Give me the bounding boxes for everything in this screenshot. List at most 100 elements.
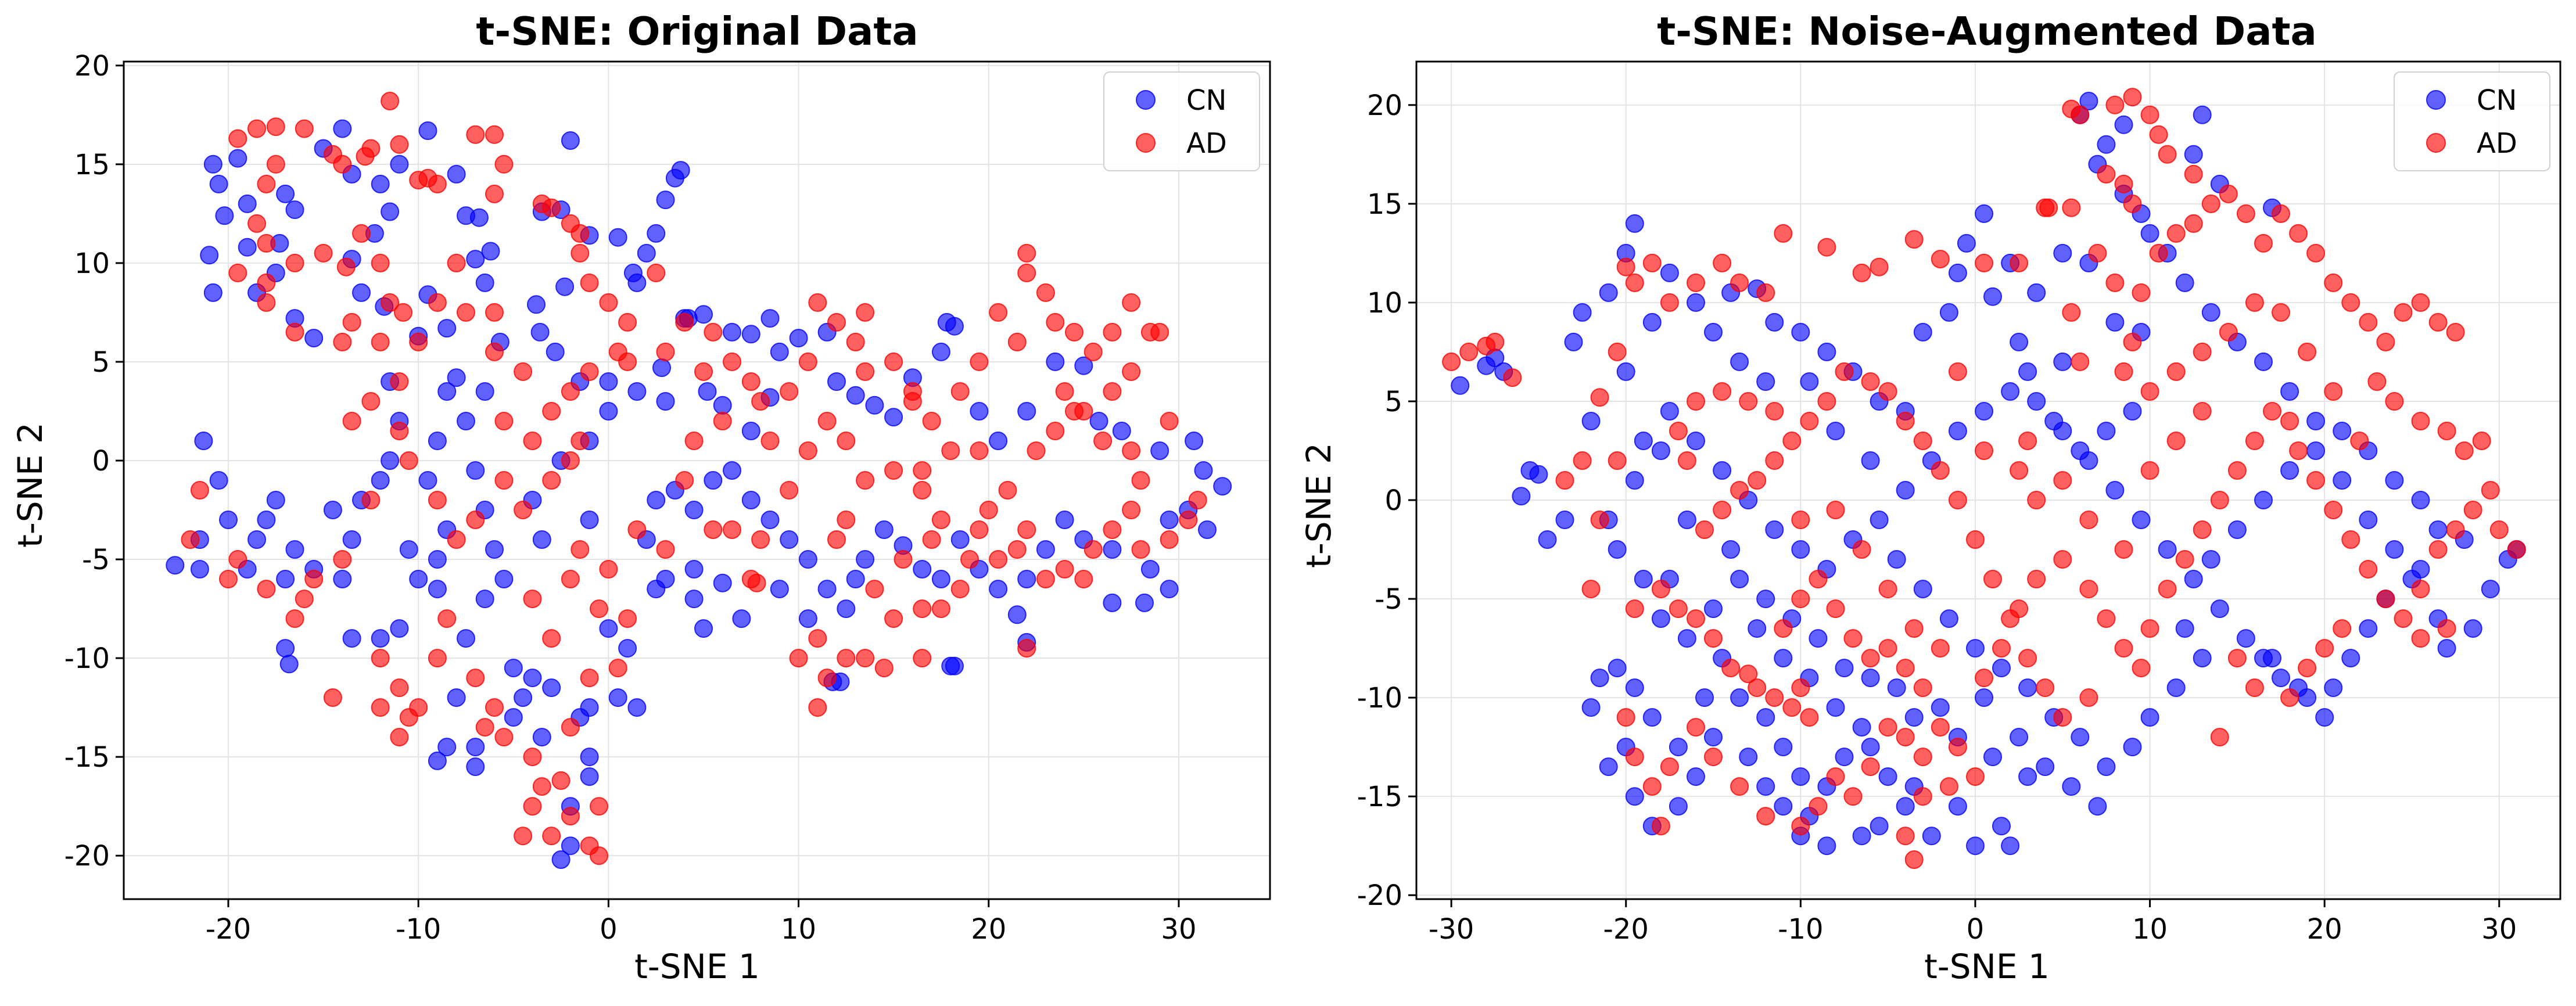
data-point-ad xyxy=(1160,530,1179,549)
data-point-ad xyxy=(1017,263,1036,282)
data-point-ad xyxy=(1660,293,1679,312)
data-point-ad xyxy=(2088,243,2107,263)
data-point-ad xyxy=(2027,491,2046,509)
data-point-ad xyxy=(1739,664,1758,684)
data-point-cn xyxy=(561,836,580,856)
data-point-cn xyxy=(1966,836,1985,856)
data-point-ad xyxy=(447,253,466,272)
data-point-cn xyxy=(1103,593,1122,612)
data-point-ad xyxy=(723,352,741,371)
data-point-ad xyxy=(2455,441,2474,460)
data-point-cn xyxy=(342,629,361,648)
data-point-cn xyxy=(1704,599,1723,619)
data-point-cn xyxy=(200,246,219,265)
data-point-cn xyxy=(247,530,266,549)
data-point-cn xyxy=(1581,698,1601,717)
data-point-cn xyxy=(2333,471,2352,490)
data-point-ad xyxy=(1748,678,1767,698)
data-point-cn xyxy=(1774,797,1793,816)
data-point-ad xyxy=(409,332,428,351)
data-point-ad xyxy=(485,342,504,361)
data-point-ad xyxy=(1704,748,1723,767)
data-point-cn xyxy=(704,471,723,490)
data-point-ad xyxy=(2315,639,2334,658)
data-point-ad xyxy=(913,599,932,619)
data-point-ad xyxy=(2272,204,2290,223)
data-point-cn xyxy=(279,655,299,674)
data-point-ad xyxy=(181,530,200,549)
data-point-ad xyxy=(2324,382,2343,401)
data-point-cn xyxy=(1975,402,1993,421)
data-point-cn xyxy=(856,550,875,569)
data-point-cn xyxy=(827,372,846,391)
data-point-ad xyxy=(1774,619,1793,638)
data-point-ad xyxy=(922,530,941,549)
data-point-ad xyxy=(2149,243,2168,263)
data-point-cn xyxy=(723,322,741,342)
data-point-cn xyxy=(428,580,447,599)
data-point-ad xyxy=(1931,718,1950,737)
data-point-cn xyxy=(523,669,542,688)
data-point-cn xyxy=(713,573,732,592)
data-point-ad xyxy=(485,184,504,203)
data-point-ad xyxy=(1055,382,1074,401)
data-point-ad xyxy=(884,352,903,371)
data-point-ad xyxy=(466,511,485,529)
data-point-cn xyxy=(418,471,437,490)
data-point-cn xyxy=(2140,708,2159,727)
data-point-ad xyxy=(2105,273,2125,292)
data-point-ad xyxy=(1765,402,1784,421)
x-tick-label: 30 xyxy=(1161,913,1196,946)
data-point-cn xyxy=(846,386,865,405)
data-point-ad xyxy=(2272,303,2290,322)
y-tick-label: 5 xyxy=(1384,386,1402,418)
data-point-cn xyxy=(941,656,960,676)
data-point-cn xyxy=(2201,550,2220,569)
data-point-ad xyxy=(551,771,571,790)
data-point-cn xyxy=(390,155,409,174)
data-point-cn xyxy=(2036,757,2055,777)
data-point-cn xyxy=(2001,382,2020,401)
data-point-ad xyxy=(428,174,447,193)
data-point-ad xyxy=(884,609,903,628)
data-point-cn xyxy=(1939,609,1958,628)
data-point-cn xyxy=(2027,392,2046,411)
data-point-ad xyxy=(1730,777,1749,796)
data-point-ad xyxy=(1826,767,1845,786)
data-point-ad xyxy=(371,253,390,272)
legend-label-cn: CN xyxy=(1186,84,1226,117)
y-tick-label: -20 xyxy=(64,840,110,872)
data-point-cn xyxy=(1817,342,1836,361)
data-point-ad xyxy=(1625,748,1644,767)
y-tick-label: 5 xyxy=(92,346,110,379)
data-point-cn xyxy=(2210,599,2229,619)
data-point-ad xyxy=(2472,432,2491,450)
data-point-ad xyxy=(428,649,447,668)
data-point-cn xyxy=(1887,678,1906,698)
data-point-ad xyxy=(1669,422,1688,440)
data-point-ad xyxy=(2079,511,2098,529)
data-point-cn xyxy=(190,560,209,579)
y-tick-label: -10 xyxy=(64,642,110,675)
data-point-ad xyxy=(1730,481,1749,500)
x-tick-label: -10 xyxy=(1778,913,1823,946)
data-point-cn xyxy=(2175,273,2194,292)
data-point-ad xyxy=(228,129,247,148)
data-point-cn xyxy=(466,757,485,777)
data-point-ad xyxy=(723,520,741,539)
data-point-cn xyxy=(1625,471,1644,490)
data-point-ad xyxy=(257,233,276,253)
data-point-ad xyxy=(599,293,618,312)
data-point-ad xyxy=(931,599,950,619)
data-point-ad xyxy=(2149,125,2168,144)
data-point-cn xyxy=(2140,224,2159,243)
data-point-ad xyxy=(1896,412,1915,430)
data-point-cn xyxy=(2175,619,2194,638)
data-point-ad xyxy=(2289,441,2308,460)
data-point-ad xyxy=(1878,382,1897,401)
data-point-cn xyxy=(2184,570,2203,588)
data-point-ad xyxy=(2367,372,2387,391)
data-point-cn xyxy=(352,283,371,302)
data-point-cn xyxy=(1512,487,1531,506)
